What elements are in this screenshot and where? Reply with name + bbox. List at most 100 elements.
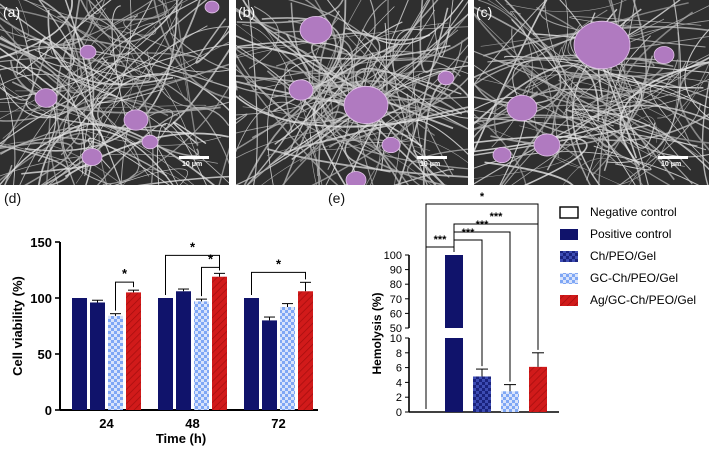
fiber xyxy=(495,0,687,93)
significance-bracket xyxy=(425,203,539,409)
x-tick-label: 24 xyxy=(99,416,114,431)
fiber xyxy=(617,11,709,144)
bar xyxy=(501,391,519,412)
fiber xyxy=(236,63,339,185)
bar xyxy=(176,291,191,410)
bar-lower xyxy=(445,338,463,412)
cell xyxy=(573,20,631,70)
fiber xyxy=(95,0,229,73)
bar xyxy=(194,301,209,410)
cell xyxy=(204,0,220,14)
fiber xyxy=(684,28,709,119)
fiber xyxy=(478,0,559,159)
fiber xyxy=(237,40,353,145)
cell xyxy=(34,88,58,108)
y-tick-label: 70 xyxy=(390,294,402,306)
cell xyxy=(506,94,538,122)
fiber xyxy=(146,51,229,109)
bar xyxy=(126,292,141,410)
fiber xyxy=(75,73,229,132)
bar-upper xyxy=(445,255,463,328)
fiber xyxy=(602,121,709,158)
fiber xyxy=(176,17,199,147)
x-tick-label: 48 xyxy=(185,416,199,431)
fiber xyxy=(539,6,706,48)
y-tick-label: 50 xyxy=(390,323,402,335)
fiber xyxy=(618,35,651,90)
fiber xyxy=(114,168,189,185)
bar xyxy=(90,302,105,410)
fiber xyxy=(345,44,468,143)
fiber xyxy=(572,108,709,171)
fiber xyxy=(0,73,16,185)
fiber xyxy=(474,64,600,125)
fiber xyxy=(0,102,195,185)
fiber xyxy=(0,0,104,56)
significance-bracket xyxy=(115,281,134,311)
fiber xyxy=(0,6,177,100)
bar xyxy=(244,298,259,410)
fiber xyxy=(236,9,436,116)
fiber xyxy=(236,52,468,170)
cell xyxy=(123,109,149,131)
fiber xyxy=(285,0,347,75)
fiber xyxy=(97,107,229,185)
fiber xyxy=(88,0,105,15)
legend-swatch xyxy=(560,251,578,262)
y-tick-label: 0 xyxy=(45,403,52,418)
x-tick-label: 72 xyxy=(271,416,285,431)
fiber xyxy=(268,65,468,167)
fiber xyxy=(39,0,95,121)
panel-label-c: (c) xyxy=(476,4,493,20)
fiber xyxy=(89,60,198,158)
fiber xyxy=(289,21,403,151)
fiber xyxy=(0,0,154,48)
fiber xyxy=(272,42,468,114)
fiber xyxy=(491,11,533,148)
fiber xyxy=(321,6,413,143)
fiber xyxy=(0,82,222,146)
x-axis-label: Time (h) xyxy=(156,431,206,446)
fiber xyxy=(290,0,439,84)
fiber xyxy=(505,0,627,12)
fiber xyxy=(592,68,709,102)
fiber xyxy=(0,104,207,113)
significance-bracket xyxy=(165,254,220,295)
cell xyxy=(141,134,159,150)
fiber xyxy=(593,145,652,171)
significance-bracket xyxy=(251,271,306,295)
fiber xyxy=(344,99,421,173)
y-tick-label: 10 xyxy=(390,333,402,345)
fiber xyxy=(81,93,179,185)
fiber xyxy=(474,113,527,185)
fiber xyxy=(0,142,107,185)
bar xyxy=(262,320,277,410)
y-tick-label: 50 xyxy=(38,347,52,362)
fiber xyxy=(419,0,452,74)
sem-image-c xyxy=(474,0,709,185)
fiber xyxy=(64,0,95,185)
fiber xyxy=(0,47,104,148)
fiber xyxy=(352,0,388,185)
significance-label: * xyxy=(276,256,282,271)
fiber xyxy=(318,111,402,185)
significance-label: *** xyxy=(434,234,448,246)
y-tick-label: 100 xyxy=(384,250,402,262)
fiber xyxy=(394,73,420,185)
sem-image-b xyxy=(236,0,468,185)
fiber xyxy=(261,133,468,185)
fiber xyxy=(562,9,666,65)
cell xyxy=(81,148,103,166)
fiber xyxy=(525,0,569,88)
fiber xyxy=(123,169,189,185)
fiber xyxy=(0,0,73,59)
fiber xyxy=(242,0,454,130)
bar xyxy=(158,298,173,410)
legend-label: GC-Ch/PEO/Gel xyxy=(590,271,678,285)
fiber xyxy=(619,61,709,167)
fiber xyxy=(67,0,92,145)
fiber xyxy=(157,123,207,185)
fiber xyxy=(650,85,709,164)
fiber xyxy=(0,35,140,185)
